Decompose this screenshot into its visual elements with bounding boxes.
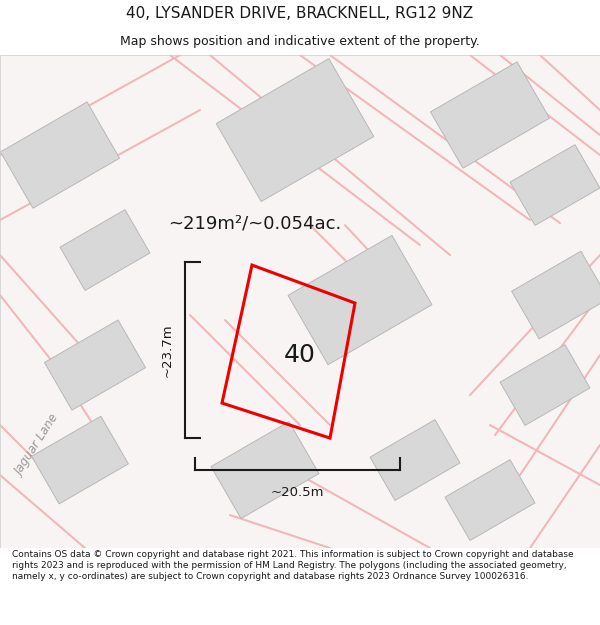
- Polygon shape: [44, 320, 146, 410]
- Text: ~20.5m: ~20.5m: [271, 486, 324, 499]
- Polygon shape: [216, 59, 374, 201]
- Polygon shape: [445, 459, 535, 541]
- Text: ~219m²/~0.054ac.: ~219m²/~0.054ac.: [169, 214, 341, 232]
- Polygon shape: [512, 251, 600, 339]
- Text: ~23.7m: ~23.7m: [161, 323, 173, 377]
- Text: Map shows position and indicative extent of the property.: Map shows position and indicative extent…: [120, 35, 480, 48]
- Polygon shape: [500, 344, 590, 426]
- Text: 40, LYSANDER DRIVE, BRACKNELL, RG12 9NZ: 40, LYSANDER DRIVE, BRACKNELL, RG12 9NZ: [127, 6, 473, 21]
- Polygon shape: [60, 209, 150, 291]
- Polygon shape: [211, 422, 319, 519]
- Text: 40: 40: [284, 343, 316, 367]
- Polygon shape: [1, 102, 119, 208]
- Polygon shape: [510, 144, 600, 226]
- Text: Contains OS data © Crown copyright and database right 2021. This information is : Contains OS data © Crown copyright and d…: [12, 549, 574, 581]
- Text: Jaguar Lane: Jaguar Lane: [13, 412, 62, 478]
- Polygon shape: [430, 62, 550, 168]
- Polygon shape: [288, 236, 432, 365]
- Polygon shape: [370, 419, 460, 501]
- Polygon shape: [32, 416, 128, 504]
